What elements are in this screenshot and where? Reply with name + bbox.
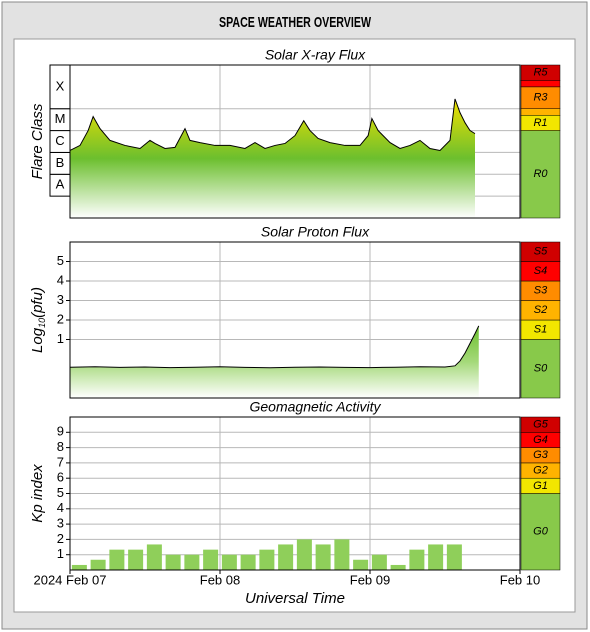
- y-tick-label: 4: [57, 500, 64, 515]
- kp-bar: [278, 544, 294, 570]
- flux-line: [69, 98, 476, 152]
- scale-level: [520, 339, 561, 399]
- scale-level: [520, 493, 561, 571]
- x-tick-label: Feb 10: [500, 572, 540, 587]
- plot-border: [69, 416, 521, 571]
- y-tick-label: 7: [57, 454, 64, 469]
- y-tick-label: 5: [57, 485, 64, 500]
- flux-area: [70, 325, 479, 398]
- kp-bar: [371, 554, 387, 570]
- y-tick-label: 3: [57, 292, 64, 307]
- scale-label: S4: [534, 265, 547, 277]
- kp-bar: [353, 559, 369, 570]
- y-tick-label: 1: [57, 546, 64, 561]
- y-tick-label: C: [55, 133, 64, 148]
- y-axis-label-part: (pfu): [29, 287, 46, 318]
- x-tick-label: Feb 09: [350, 572, 390, 587]
- plot-border: [69, 241, 521, 399]
- x-tick-label: 2024 Feb 07: [33, 572, 106, 587]
- y-axis-label-part: Log: [29, 327, 46, 353]
- scale-label: S5: [534, 246, 548, 258]
- scale-label: R5: [533, 67, 548, 79]
- kp-bar: [240, 554, 256, 570]
- chart-title: Geomagnetic Activity: [250, 399, 382, 415]
- scale-level: [520, 80, 561, 88]
- y-tick-label: 2: [57, 531, 64, 546]
- y-tick-label: X: [56, 78, 65, 93]
- y-tick-label: 5: [57, 253, 64, 268]
- scale-level: [520, 64, 561, 81]
- kp-bar: [390, 564, 406, 570]
- flux-line: [69, 325, 480, 369]
- y-tick-label: B: [56, 155, 65, 170]
- scale-label: G1: [533, 480, 548, 492]
- y-tick-label: 9: [57, 424, 64, 439]
- kp-bar: [203, 549, 219, 570]
- scale-level: [520, 130, 561, 219]
- kp-bar: [184, 554, 200, 570]
- y-tick-label: 8: [57, 439, 64, 454]
- kp-bar: [259, 549, 275, 570]
- kp-bar: [146, 544, 162, 570]
- page-title: SPACE WEATHER OVERVIEW: [219, 14, 372, 31]
- scale-label: R3: [533, 92, 548, 104]
- kp-bar: [221, 554, 237, 570]
- chart-title: Solar Proton Flux: [261, 224, 370, 240]
- y-axis-label: Kp index: [29, 464, 46, 523]
- kp-bar: [165, 554, 181, 570]
- kp-bar: [71, 564, 87, 570]
- kp-bar: [446, 544, 462, 570]
- flux-area: [70, 98, 475, 218]
- kp-bar: [334, 539, 350, 570]
- scale-label: G5: [533, 419, 549, 431]
- scale-label: S1: [534, 324, 547, 336]
- y-axis-label: Flare Class: [29, 103, 46, 179]
- scale-level: [520, 241, 561, 262]
- x-axis-label: Universal Time: [245, 590, 345, 607]
- chart-title: Solar X-ray Flux: [265, 47, 366, 63]
- y-axis-label-part: 10: [37, 318, 47, 328]
- kp-bar: [428, 544, 444, 570]
- scale-label: R1: [533, 117, 547, 129]
- scale-label: G2: [533, 464, 548, 476]
- scale-label: G3: [533, 449, 549, 461]
- scale-label: S3: [534, 285, 548, 297]
- y-tick-label: 6: [57, 470, 64, 485]
- scale-label: G4: [533, 434, 548, 446]
- scale-label: R0: [533, 168, 548, 180]
- x-tick-label: Feb 08: [200, 572, 240, 587]
- y-axis-label: Log10(pfu): [29, 287, 47, 353]
- kp-bar: [109, 549, 125, 570]
- y-tick-label: M: [55, 111, 66, 126]
- kp-bar: [128, 549, 144, 570]
- y-tick-label: A: [56, 177, 65, 192]
- y-tick-label: 2: [57, 311, 64, 326]
- scale-label: G0: [533, 526, 549, 538]
- kp-bar: [296, 539, 312, 570]
- kp-bar: [90, 559, 106, 570]
- kp-bar: [315, 544, 331, 570]
- plot-border: [69, 64, 521, 219]
- y-tick-label: 1: [57, 331, 64, 346]
- scale-label: S2: [534, 304, 547, 316]
- kp-bar: [409, 549, 425, 570]
- y-tick-label: 3: [57, 516, 64, 531]
- y-tick-label: 4: [57, 272, 64, 287]
- scale-label: S0: [534, 363, 548, 375]
- scale-level: [520, 416, 561, 433]
- scale-level: [520, 108, 561, 116]
